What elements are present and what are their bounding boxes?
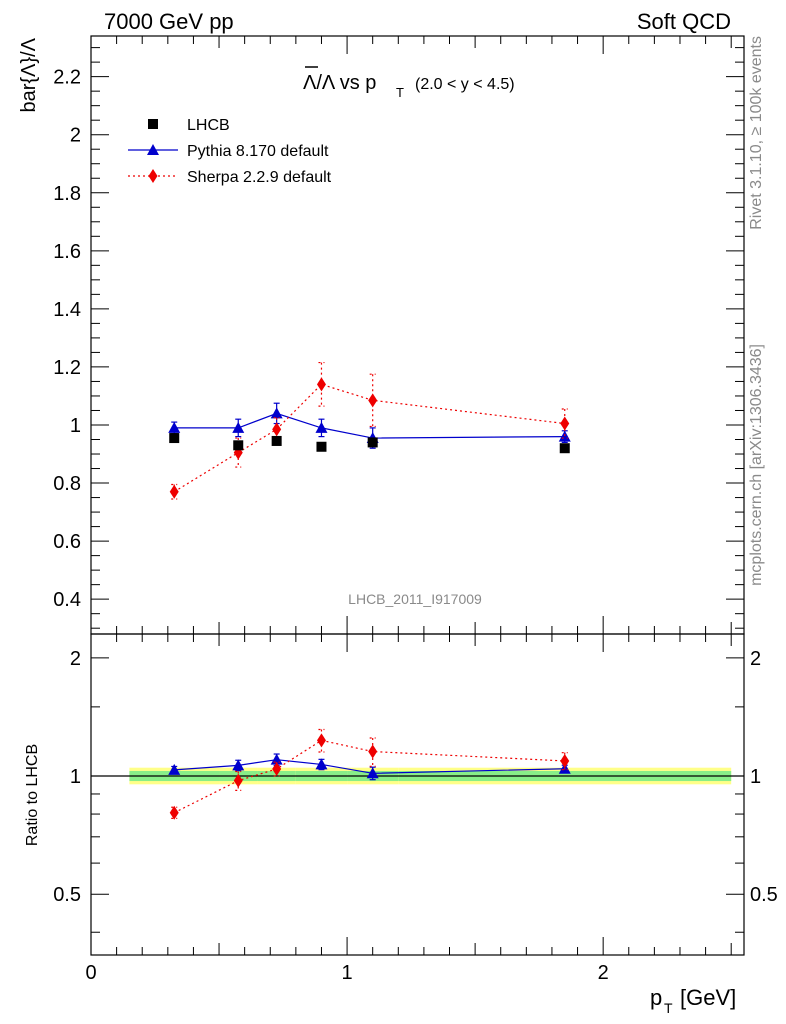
ratio-line-triangle [174,759,565,774]
y-tick-label: 2.2 [53,67,81,89]
mcplots-label: mcplots.cern.ch [arXiv:1306.3436] [748,344,765,586]
ratio-tick-label-right: 0.5 [750,884,778,906]
ratio-axis-label: Ratio to LHCB [24,744,41,846]
x-axis-label: p T [GeV] [650,985,736,1016]
x-label-unit: [GeV] [680,985,736,1010]
y-tick-label: 1 [70,415,81,437]
point-diamond [368,393,378,408]
point-triangle [315,421,328,433]
point-square [271,435,282,446]
title-range: (2.0 < y < 4.5) [415,76,515,93]
title-subscript: T [396,85,404,100]
series-ratio [168,728,571,820]
ratio-frame [90,633,745,956]
point-triangle [232,421,245,433]
y-tick-label: 0.4 [53,589,81,611]
ratio-point-diamond [272,761,282,776]
point-triangle [270,407,283,419]
legend-label-triangle: Pythia 8.170 default [187,143,329,160]
legend-marker-diamond [148,169,158,183]
ratio-point-triangle [168,763,181,775]
ratio-tick-label-left: 2 [70,648,81,670]
point-triangle [558,430,571,442]
ratio-tick-label-right: 2 [750,648,761,670]
y-tick-label: 0.6 [53,531,81,553]
header-right: Soft QCD [637,9,731,34]
point-square [316,441,327,452]
ratio-point-triangle [315,758,328,770]
ratio-point-diamond [368,744,378,759]
legend-marker-triangle [147,144,159,155]
ratio-tick-label-right: 1 [750,766,761,788]
y-tick-label: 1.8 [53,183,81,205]
analysis-tag: LHCB_2011_I917009 [348,591,482,607]
legend-label-square: LHCB [187,117,230,134]
y-tick-label: 1.4 [53,299,81,321]
series-line-triangle [174,412,565,439]
ratio-point-diamond [233,773,243,788]
point-diamond [272,422,282,437]
ratio-point-diamond [560,753,570,768]
axis-ticks: 0.4 0.6 0.8 1 1.2 1.4 1.6 1.8 2 2.2 0 1 2 0.5 0.5 1 1 2 2 [53,36,778,984]
ratio-point-triangle [232,759,245,771]
ratio-point-diamond [316,733,326,748]
y-tick-label: 1.6 [53,241,81,263]
x-label-p: p [650,985,662,1010]
legend-label-diamond: Sherpa 2.2.9 default [187,169,332,186]
x-tick-label: 0 [85,962,96,984]
point-diamond [169,484,179,499]
y-tick-label: 1.2 [53,357,81,379]
point-diamond [316,377,326,392]
rivet-label: Rivet 3.1.10, ≥ 100k events [748,36,765,230]
point-square [233,440,244,451]
x-tick-label: 1 [342,962,353,984]
legend-marker-square [148,119,158,129]
plot-title: Λ/Λ vs p T (2.0 < y < 4.5) [303,66,515,100]
series-line-diamond [173,383,565,493]
ratio-tick-label-left: 1 [70,766,81,788]
y-tick-label: 0.8 [53,473,81,495]
ratio-point-diamond [169,805,179,820]
title-main: Λ/Λ vs p [303,72,376,94]
x-tick-label: 2 [598,962,609,984]
x-label-subscript: T [664,1000,673,1016]
header-left: 7000 GeV pp [104,9,234,34]
y-tick-label: 2 [70,125,81,147]
ratio-band [91,767,744,785]
legend: LHCB Pythia 8.170 default Sherpa 2.2.9 def… [128,117,332,186]
y-axis-label: bar{Λ}/Λ [18,37,40,112]
point-diamond [560,416,570,431]
point-triangle [168,421,181,433]
series-main [168,361,571,500]
ratio-point-triangle [366,767,379,779]
point-square [559,443,570,454]
point-square [169,433,180,444]
point-square [367,437,378,448]
ratio-tick-label-left: 0.5 [53,884,81,906]
